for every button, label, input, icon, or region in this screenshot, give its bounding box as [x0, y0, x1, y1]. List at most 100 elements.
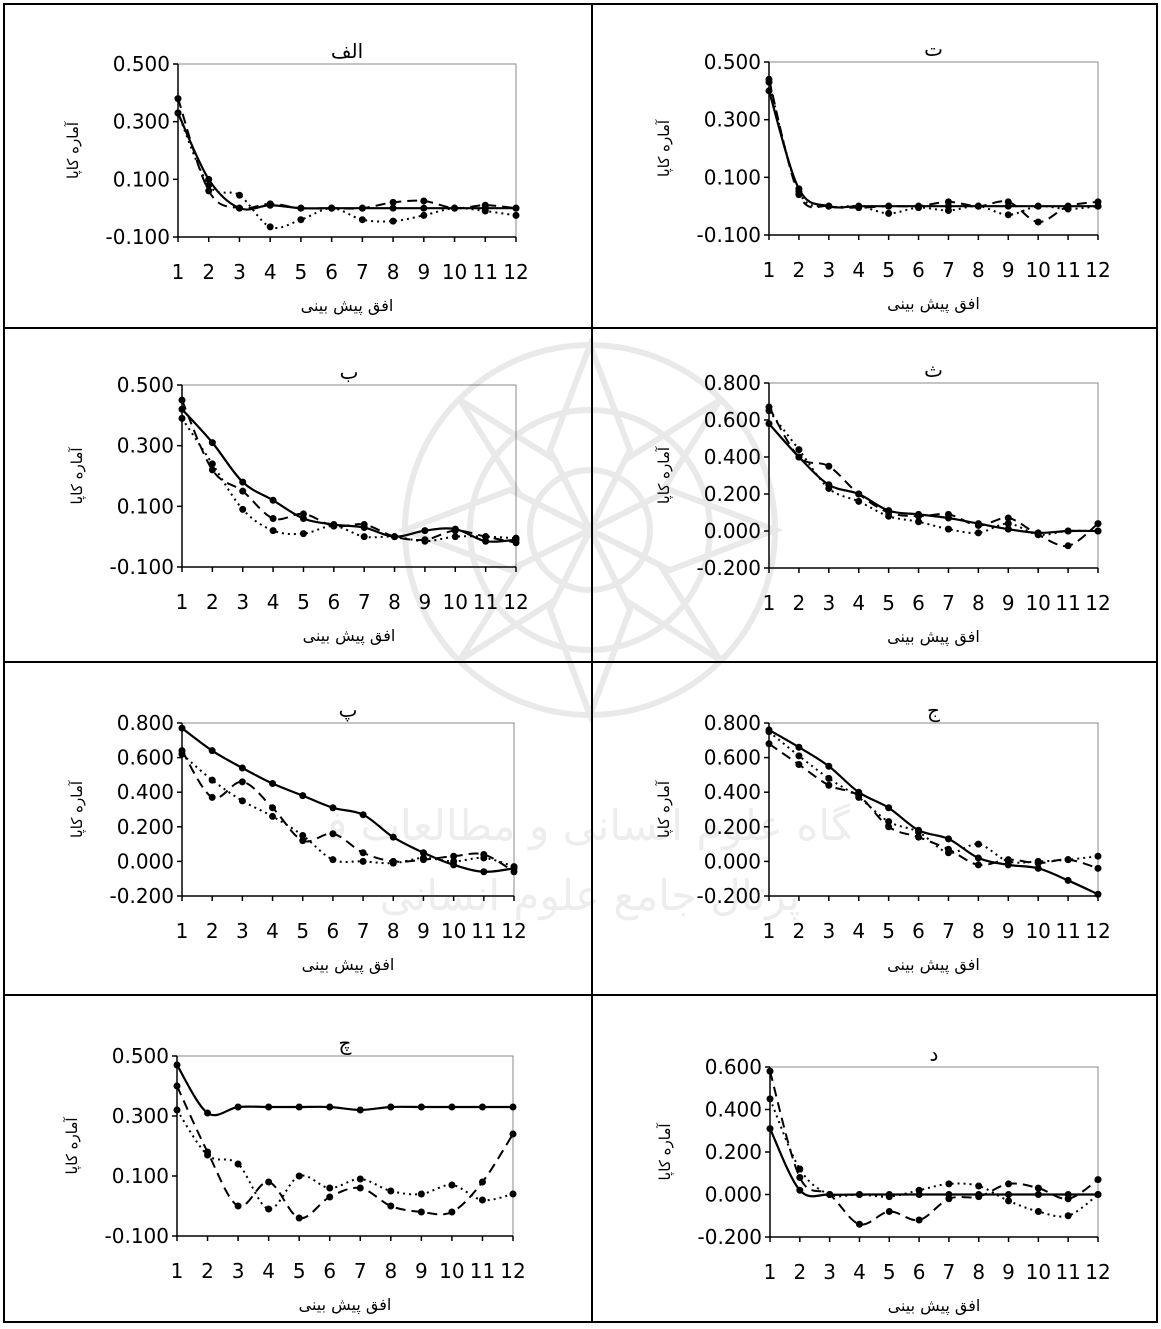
data-point-dotted [1064, 527, 1072, 535]
y-tick-label: 0.200 [704, 482, 761, 506]
data-point-dotted [915, 204, 923, 212]
data-point-dotted [234, 1160, 242, 1168]
x-tick-label: 5 [297, 590, 310, 614]
x-tick-label: 11 [471, 919, 496, 943]
data-point-dotted [265, 1205, 273, 1213]
x-tick-label: 6 [913, 1260, 926, 1284]
data-point-dashed [326, 1193, 334, 1201]
series-line-dotted [768, 410, 1099, 536]
data-point-dashed [238, 778, 246, 786]
data-point-solid [417, 1103, 425, 1111]
x-tick-label: 4 [852, 919, 865, 943]
y-tick-label: -0.200 [110, 884, 174, 908]
y-tick-label: 0.800 [117, 711, 174, 735]
x-tick-label: 12 [503, 590, 528, 614]
x-tick-label: 11 [473, 590, 498, 614]
x-tick-label: 2 [793, 591, 806, 615]
x-tick-label: 7 [943, 1260, 956, 1284]
data-point-dotted [1064, 856, 1072, 864]
series-line-dashed [177, 98, 517, 210]
series-line-solid [176, 1064, 514, 1117]
data-point-dotted [389, 217, 397, 225]
x-tick-label: 8 [972, 1260, 985, 1284]
data-point-dashed [855, 1220, 863, 1228]
data-point-solid [326, 1103, 334, 1111]
x-tick-label: 5 [295, 260, 308, 284]
data-point-dotted [795, 752, 803, 760]
series-line-solid [177, 112, 516, 211]
data-point-solid [389, 204, 397, 212]
data-point-dashed [448, 1208, 456, 1216]
data-point-dashed [765, 740, 773, 748]
data-point-dotted [1004, 211, 1012, 219]
data-point-solid [234, 1103, 242, 1111]
data-point-dotted [1094, 1191, 1102, 1198]
data-point-dotted [1034, 531, 1042, 539]
data-point-solid [265, 1103, 273, 1111]
x-tick-label: 5 [293, 1259, 306, 1283]
series-line-dashed [176, 1085, 514, 1220]
y-axis-title: آماره کاپا [655, 119, 674, 177]
data-point-solid [1004, 525, 1012, 533]
data-point-dashed [509, 1130, 517, 1138]
plot-area-frame [177, 63, 517, 238]
data-point-solid [238, 764, 246, 772]
x-tick-label: 5 [882, 258, 895, 282]
x-tick-label: 2 [793, 258, 806, 282]
x-tick-label: 12 [1085, 1260, 1110, 1284]
x-tick-label: 2 [793, 1260, 806, 1284]
y-axis-title: آماره کاپا [63, 1117, 82, 1175]
data-point-solid [766, 1125, 774, 1133]
x-tick-label: 3 [822, 919, 835, 943]
chart-title: پ [339, 698, 358, 722]
data-point-dashed [1004, 514, 1012, 522]
x-tick-label: 2 [793, 919, 806, 943]
data-point-dotted [974, 202, 982, 210]
x-tick-label: 9 [417, 260, 430, 284]
y-tick-label: 0.300 [117, 434, 174, 458]
x-tick-label: 2 [206, 590, 219, 614]
x-tick-label: 11 [1055, 919, 1080, 943]
data-point-dashed [295, 1214, 303, 1222]
x-tick-label: 4 [262, 1259, 275, 1283]
x-tick-label: 7 [942, 591, 955, 615]
data-point-dotted [1094, 527, 1102, 535]
data-point-dashed [360, 521, 368, 529]
chart-title: الف [331, 39, 363, 63]
data-point-dotted [1004, 520, 1012, 528]
data-point-dotted [1034, 857, 1042, 865]
series-line-dotted [769, 1098, 1099, 1218]
watermark-rosette-icon [396, 336, 784, 724]
x-tick-label: 8 [972, 591, 985, 615]
chart-title: ت [924, 37, 943, 61]
x-tick-label: 10 [1026, 1260, 1051, 1284]
plot-area-frame [769, 1066, 1099, 1238]
y-tick-label: 0.300 [112, 1104, 169, 1128]
x-tick-label: 8 [972, 258, 985, 282]
x-tick-label: 12 [503, 260, 528, 284]
y-tick-label: 0.600 [704, 746, 761, 770]
data-point-dotted [1005, 1197, 1013, 1205]
y-tick-label: 0.500 [117, 373, 174, 397]
x-tick-label: 5 [883, 1260, 896, 1284]
data-point-dotted [510, 863, 518, 871]
data-point-dashed [975, 1193, 983, 1201]
x-tick-label: 9 [415, 1259, 428, 1283]
x-tick-label: 6 [327, 590, 340, 614]
data-point-dotted [419, 854, 427, 862]
data-point-dashed [356, 1184, 364, 1192]
data-point-dotted [855, 497, 863, 505]
x-tick-label: 7 [357, 919, 370, 943]
y-tick-label: 0.200 [704, 815, 761, 839]
x-tick-label: 3 [233, 260, 246, 284]
data-point-dashed [387, 1202, 395, 1210]
data-point-solid [208, 747, 216, 755]
data-point-dotted [945, 1180, 953, 1188]
data-point-dashed [1034, 218, 1042, 226]
data-point-dotted [915, 828, 923, 836]
y-tick-label: -0.200 [697, 556, 761, 580]
